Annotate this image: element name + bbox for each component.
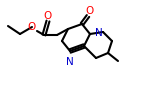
Text: N: N <box>95 28 103 38</box>
Text: N: N <box>66 57 74 67</box>
Text: O: O <box>44 11 52 21</box>
Text: O: O <box>85 6 93 16</box>
Text: O: O <box>28 22 36 32</box>
